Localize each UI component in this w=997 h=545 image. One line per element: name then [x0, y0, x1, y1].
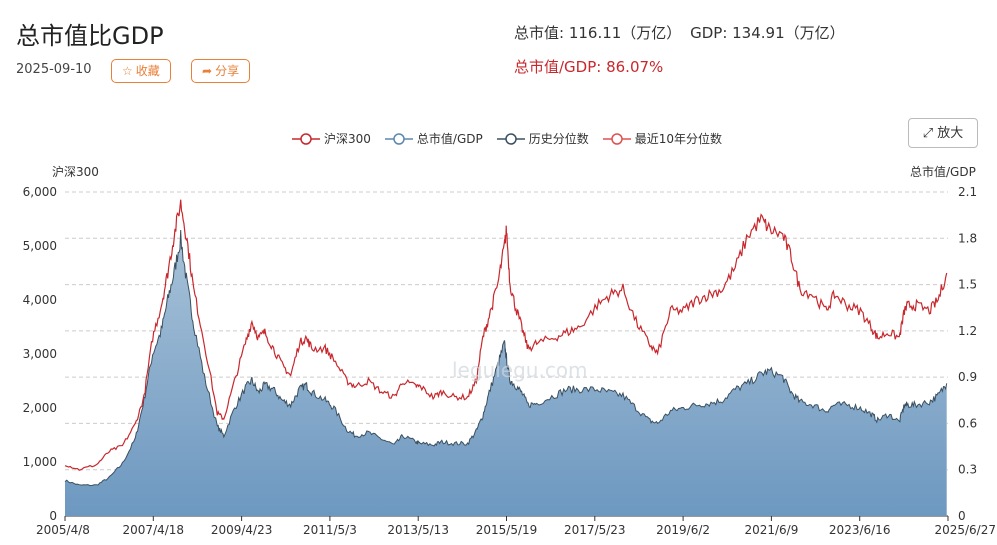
date-label: 2025-09-10 — [16, 62, 92, 77]
y-left-tick-label: 5,000 — [23, 239, 57, 253]
zoom-button[interactable]: ⤢ 放大 — [908, 118, 978, 148]
star-icon: ☆ — [122, 64, 133, 78]
legend-item-10y-pct[interactable]: 最近10年分位数 — [602, 130, 723, 147]
legend-label-ratio: 总市值/GDP — [416, 132, 483, 146]
y-right-tick-label: 0 — [958, 509, 966, 523]
y-axis-right-label: 总市值/GDP — [910, 165, 976, 179]
legend-item-hs300[interactable]: 沪深300 — [292, 130, 371, 147]
stats-line: 总市值: 116.11（万亿） GDP: 134.91（万亿） — [514, 22, 849, 43]
market-cap-text: 总市值: 116.11（万亿） — [514, 24, 682, 42]
y-axis-left-label: 沪深300 — [52, 165, 99, 179]
x-tick-label: 2011/5/3 — [303, 523, 357, 537]
x-tick-label: 2021/6/9 — [744, 523, 798, 537]
ratio-series-line — [64, 229, 948, 487]
legend-label-10y-pct: 最近10年分位数 — [634, 132, 723, 146]
x-tick-label: 2023/6/16 — [829, 523, 891, 537]
y-left-tick-label: 2,000 — [23, 401, 57, 415]
y-left-tick-label: 4,000 — [23, 293, 57, 307]
x-tick-label: 2013/5/13 — [387, 523, 449, 537]
legend-marker-ratio — [384, 132, 413, 145]
x-tick-label: 2007/4/18 — [123, 523, 185, 537]
share-label: 分享 — [215, 64, 240, 78]
x-tick-label: 2019/6/2 — [656, 523, 710, 537]
page-title: 总市值比GDP — [16, 22, 164, 50]
share-arrow-icon: ➦ — [202, 64, 213, 78]
x-tick-label: 2005/4/8 — [36, 523, 90, 537]
y-right-tick-label: 2.1 — [958, 185, 977, 199]
y-left-tick-label: 6,000 — [23, 185, 57, 199]
y-left-tick-label: 0 — [49, 509, 57, 523]
x-tick-label: 2015/5/19 — [476, 523, 538, 537]
favorite-button[interactable]: ☆ 收藏 — [111, 59, 171, 83]
y-right-tick-label: 1.2 — [958, 324, 977, 338]
gdp-text: GDP: 134.91（万亿） — [690, 24, 845, 42]
chart-legend: 沪深300 总市值/GDP 历史分位数 最近10年分位数 — [292, 130, 722, 147]
ratio-area — [65, 230, 947, 516]
ratio-text: 总市值/GDP: 86.07% — [514, 58, 664, 76]
y-left-tick-label: 1,000 — [23, 455, 57, 469]
watermark: legulegu.com — [452, 358, 588, 382]
favorite-label: 收藏 — [135, 64, 160, 78]
legend-label-hs300: 沪深300 — [324, 132, 371, 146]
y-left-tick-label: 3,000 — [23, 347, 57, 361]
legend-marker-hist-pct — [496, 132, 525, 145]
x-tick-label: 2017/5/23 — [564, 523, 626, 537]
zoom-label: 放大 — [937, 126, 964, 141]
hs300-series-line — [64, 199, 948, 471]
y-right-tick-label: 1.8 — [958, 231, 977, 245]
legend-label-hist-pct: 历史分位数 — [528, 132, 589, 146]
y-right-tick-label: 1.5 — [958, 278, 977, 292]
expand-arrows-icon: ⤢ — [922, 126, 934, 141]
y-right-tick-label: 0.9 — [958, 370, 977, 384]
share-button[interactable]: ➦ 分享 — [191, 59, 251, 83]
legend-marker-10y-pct — [602, 132, 631, 145]
legend-item-hist-pct[interactable]: 历史分位数 — [496, 130, 589, 147]
legend-marker-hs300 — [292, 132, 320, 145]
x-tick-label: 2009/4/23 — [211, 523, 273, 537]
y-right-tick-label: 0.6 — [958, 416, 977, 430]
y-right-tick-label: 0.3 — [958, 463, 977, 477]
x-tick-label: 2025/6/27 — [934, 523, 996, 537]
legend-item-ratio[interactable]: 总市值/GDP — [384, 130, 483, 147]
